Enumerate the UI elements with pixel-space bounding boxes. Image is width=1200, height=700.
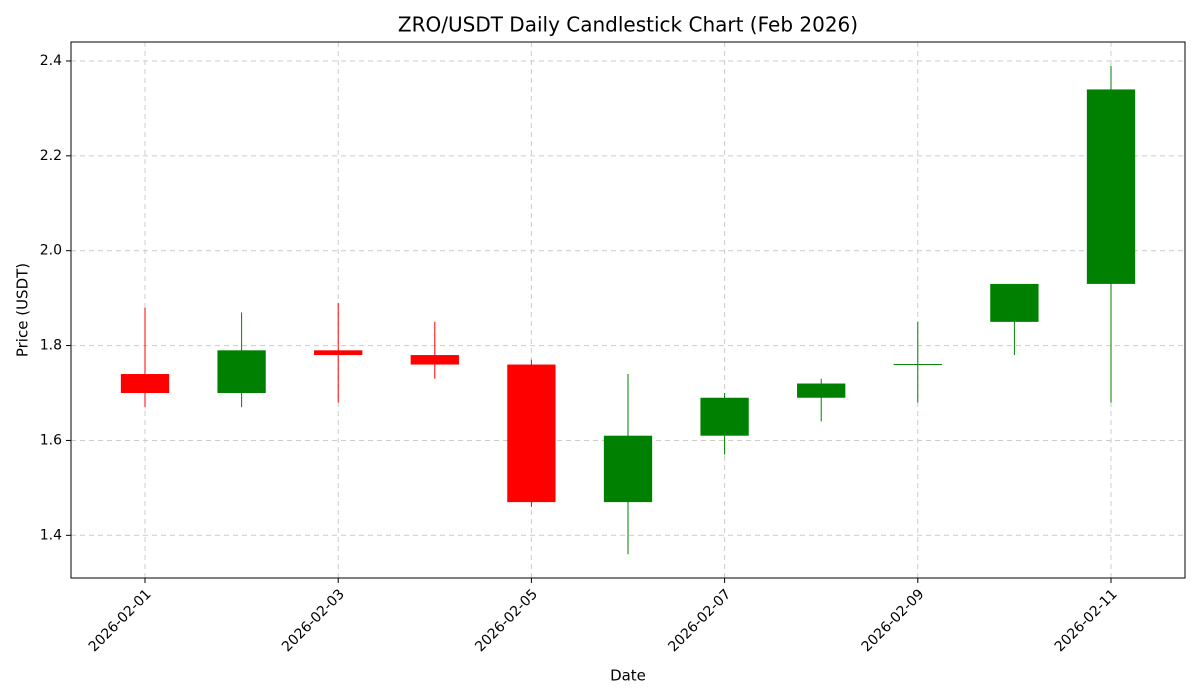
axes-frame [70, 41, 1186, 579]
candle-body [893, 364, 942, 366]
plot-area [120, 65, 1136, 555]
candle-body [1086, 89, 1136, 284]
x-tick-label: 2026-02-05 [472, 586, 541, 655]
x-tick-label: 2026-02-07 [665, 586, 734, 655]
x-axis-label: Date [610, 667, 646, 685]
y-tick-label: 1.6 [40, 432, 62, 448]
chart-title: ZRO/USDT Daily Candlestick Chart (Feb 20… [398, 13, 858, 37]
candle-body [603, 435, 653, 503]
x-tick-label: 2026-02-03 [279, 586, 348, 655]
y-tick-label: 2.4 [40, 53, 62, 69]
candle-body [990, 283, 1039, 322]
x-tick-label: 2026-02-11 [1052, 586, 1121, 655]
x-tick-label: 2026-02-09 [859, 586, 928, 655]
candle-body [797, 383, 846, 398]
candle-body [217, 350, 266, 394]
candle-body [700, 397, 749, 436]
candle-body [507, 364, 556, 503]
x-tick-label: 2026-02-01 [86, 586, 155, 655]
candle-body [314, 350, 363, 356]
candle-body [120, 374, 170, 394]
y-tick-label: 2.0 [40, 243, 62, 259]
y-tick-label: 1.4 [40, 527, 62, 543]
y-tick-label: 1.8 [40, 338, 62, 354]
candle-body [410, 355, 459, 365]
y-tick-label: 2.2 [40, 148, 62, 164]
y-axis-label: Price (USDT) [14, 263, 32, 357]
grid [71, 42, 1185, 578]
